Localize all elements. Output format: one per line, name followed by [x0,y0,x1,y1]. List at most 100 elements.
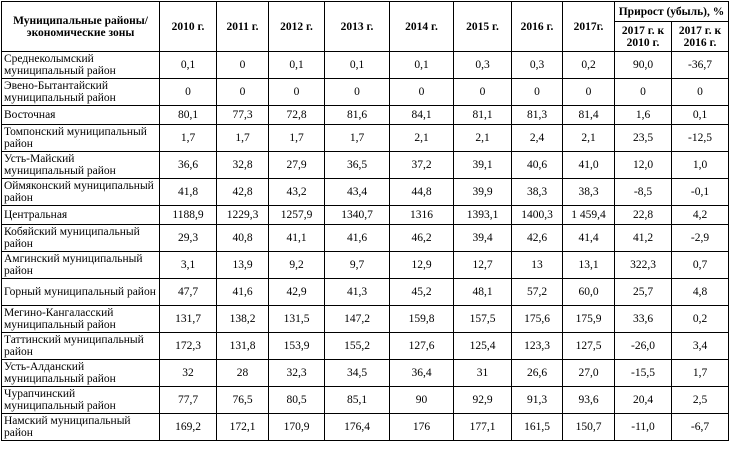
cell-value: 0,1 [389,51,454,79]
cell-value: 23,5 [614,124,672,152]
cell-value: 60,0 [562,278,615,306]
cell-value: 0 [389,78,454,106]
cell-value: 36,6 [159,151,217,179]
cell-value: 42,8 [216,178,269,206]
table-row: Чурапчинский муниципальный район 77,7 76,5… [1,386,729,414]
cell-value: 4,2 [671,205,729,225]
cell-value: 41,8 [159,178,217,206]
cell-value: 37,2 [389,151,454,179]
cell-value: 131,8 [216,332,269,360]
cell-value: 91,3 [511,386,563,414]
cell-value: 42,9 [268,278,325,306]
cell-value: 85,1 [324,386,390,414]
table-row: Усть-Алданский муниципальный район 32 28 32… [1,359,729,387]
header-year: 2015 г. [453,1,512,52]
cell-value: 1340,7 [324,205,390,225]
cell-value: 41,6 [216,278,269,306]
cell-value: 2,1 [389,124,454,152]
cell-value: 31 [453,359,512,387]
header-year: 2012 г. [268,1,325,52]
cell-value: 0 [268,78,325,106]
header-name: Муниципальные районы/экономические зоны [1,1,160,52]
table-row: Эвено-Бытантайский муниципальный район 0 0… [1,78,729,106]
cell-value: 77,7 [159,386,217,414]
cell-value: 0 [511,78,563,106]
cell-value: -11,0 [614,413,672,441]
cell-value: 1393,1 [453,205,512,225]
cell-value: 81,3 [511,105,563,125]
cell-value: 1,0 [671,151,729,179]
cell-value: 3,1 [159,251,217,279]
cell-value: 42,6 [511,224,563,252]
row-name: Центральная [1,205,160,225]
cell-value: 41,2 [614,224,672,252]
cell-value: 13,1 [562,251,615,279]
cell-value: 0 [562,78,615,106]
cell-value: 81,6 [324,105,390,125]
table-row: Таттинский муниципальный район 172,3 131,8… [1,332,729,360]
data-table: Муниципальные районы/экономические зоны … [1,1,729,441]
cell-value: 0,2 [562,51,615,79]
cell-value: 77,3 [216,105,269,125]
cell-value: 28 [216,359,269,387]
cell-value: -36,7 [671,51,729,79]
table-row: Среднеколымский муниципальный район 0,1 0 0… [1,51,729,79]
cell-value: 0,2 [671,305,729,333]
cell-value: 177,1 [453,413,512,441]
table-row: Томпонский муниципальный район 1,7 1,7 1,7 1… [1,124,729,152]
cell-value: 176,4 [324,413,390,441]
cell-value: 1400,3 [511,205,563,225]
cell-value: 1,7 [268,124,325,152]
cell-value: 25,7 [614,278,672,306]
cell-value: 32 [159,359,217,387]
cell-value: 27,0 [562,359,615,387]
cell-value: 38,3 [562,178,615,206]
table-row: Амгинский муниципальный район 3,1 13,9 9,2 9… [1,251,729,279]
cell-value: 36,4 [389,359,454,387]
cell-value: 0 [614,78,672,106]
cell-value: 9,7 [324,251,390,279]
header-year: 2014 г. [389,1,454,52]
cell-value: 12,0 [614,151,672,179]
cell-value: 176 [389,413,454,441]
cell-value: 157,5 [453,305,512,333]
cell-value: 0 [324,78,390,106]
cell-value: -8,5 [614,178,672,206]
cell-value: 2,5 [671,386,729,414]
cell-value: 43,4 [324,178,390,206]
cell-value: 32,8 [216,151,269,179]
header-year: 2016 г. [511,1,563,52]
cell-value: 41,4 [562,224,615,252]
cell-value: 81,4 [562,105,615,125]
cell-value: 80,1 [159,105,217,125]
cell-value: 0,1 [671,105,729,125]
cell-value: 13,9 [216,251,269,279]
cell-value: 1,7 [324,124,390,152]
cell-value: 175,6 [511,305,563,333]
cell-value: 123,3 [511,332,563,360]
cell-value: 29,3 [159,224,217,252]
table-row: Восточная 80,1 77,3 72,8 81,6 84,1 81,1 81,3 81,… [1,105,729,125]
row-name: Томпонский муниципальный район [1,124,160,152]
cell-value: -2,9 [671,224,729,252]
cell-value: 159,8 [389,305,454,333]
cell-value: 0,7 [671,251,729,279]
cell-value: 172,1 [216,413,269,441]
header-growth: Прирост (убыль), % [614,1,729,22]
cell-value: -12,5 [671,124,729,152]
cell-value: 0 [216,78,269,106]
cell-value: 39,9 [453,178,512,206]
cell-value: 1257,9 [268,205,325,225]
cell-value: 147,2 [324,305,390,333]
cell-value: 0,3 [511,51,563,79]
cell-value: 44,8 [389,178,454,206]
cell-value: 169,2 [159,413,217,441]
row-name: Среднеколымский муниципальный район [1,51,160,79]
cell-value: 131,7 [159,305,217,333]
row-name: Мегино-Кангаласский муниципальный район [1,305,160,333]
table-row: Усть-Майский муниципальный район 36,6 32,8… [1,151,729,179]
cell-value: 3,4 [671,332,729,360]
row-name: Эвено-Бытантайский муниципальный район [1,78,160,106]
cell-value: 2,1 [453,124,512,152]
row-name: Амгинский муниципальный район [1,251,160,279]
